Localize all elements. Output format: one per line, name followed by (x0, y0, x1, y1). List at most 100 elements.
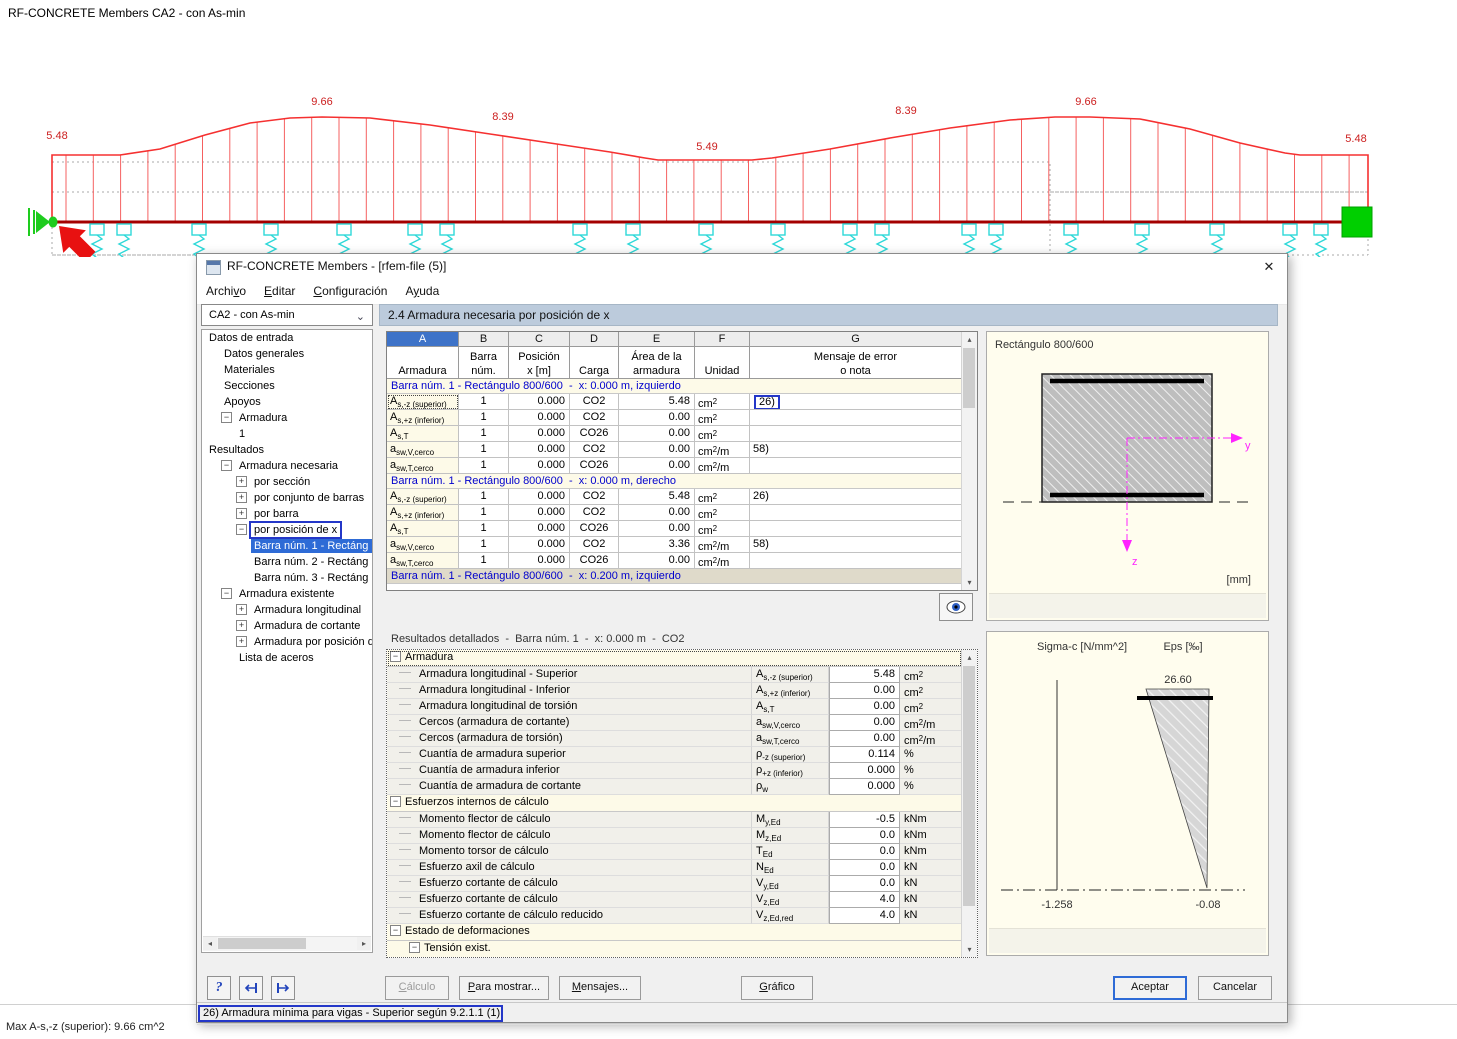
detail-section-row[interactable]: − Estado de deformaciones (387, 924, 962, 941)
table-row[interactable]: As,T 1 0.000 CO26 0.00 cm2 (387, 521, 962, 537)
table-cell[interactable]: CO2 (570, 442, 619, 458)
table-cell-armadura[interactable]: As,T (387, 426, 459, 442)
table-cell[interactable]: 0.000 (509, 410, 570, 426)
table-cell[interactable]: cm2/m (695, 553, 750, 569)
table-cell[interactable]: CO26 (570, 458, 619, 474)
detail-row[interactable]: Cercos (armadura de torsión) asw,T,cerco 0… (387, 731, 962, 747)
table-cell[interactable]: 0.00 (619, 426, 695, 442)
table-cell[interactable]: 0.00 (619, 442, 695, 458)
tree-item-por-secci-n[interactable]: + por sección (202, 474, 372, 490)
table-cell[interactable]: CO26 (570, 426, 619, 442)
table-row[interactable]: As,+z (inferior) 1 0.000 CO2 0.00 cm2 (387, 410, 962, 426)
table-cell-armadura[interactable]: asw,T,cerco (387, 553, 459, 569)
table-vertical-scrollbar[interactable]: ▴ ▾ (961, 332, 977, 590)
table-cell[interactable]: cm2 (695, 505, 750, 521)
table-cell[interactable]: cm2 (695, 521, 750, 537)
table-cell[interactable]: 1 (459, 442, 509, 458)
table-cell[interactable]: CO2 (570, 394, 619, 410)
dialog-titlebar[interactable]: RF-CONCRETE Members - [rfem-file (5)] ✕ (197, 254, 1287, 281)
tree-item-por-conjunto-de-barras[interactable]: + por conjunto de barras (202, 490, 372, 506)
table-cell[interactable]: 1 (459, 394, 509, 410)
table-cell[interactable]: 58) (750, 442, 962, 458)
menu-item-ayuda[interactable]: Ayuda (405, 284, 440, 298)
table-cell[interactable]: 1 (459, 410, 509, 426)
table-cell[interactable]: cm2 (695, 426, 750, 442)
scroll-right-icon[interactable]: ▸ (357, 937, 371, 950)
column-header-c[interactable]: C (509, 332, 570, 347)
detail-row[interactable]: Esfuerzo cortante de cálculo Vz,Ed 4.0 kN (387, 892, 962, 908)
expand-icon[interactable]: + (236, 508, 247, 519)
grafico-button[interactable]: Gráfico (741, 976, 813, 1000)
table-group-row[interactable]: Barra núm. 1 - Rectángulo 800/600 - x: 0… (387, 379, 962, 394)
table-cell-armadura[interactable]: asw,V,cerco (387, 442, 459, 458)
table-group-row[interactable]: Barra núm. 1 - Rectángulo 800/600 - x: 0… (387, 474, 962, 489)
table-cell[interactable]: 0.000 (509, 521, 570, 537)
table-cell[interactable]: CO26 (570, 553, 619, 569)
table-cell[interactable]: 3.36 (619, 537, 695, 553)
table-cell[interactable]: 1 (459, 521, 509, 537)
column-header-a[interactable]: A (387, 332, 459, 347)
show-result-button[interactable] (939, 593, 973, 621)
table-cell[interactable]: 5.48 (619, 489, 695, 505)
tree-item-armadura-por-posici-n-de-x[interactable]: + Armadura por posición de x (202, 634, 372, 650)
tree-item-lista-de-aceros[interactable]: Lista de aceros (202, 650, 372, 666)
tree-item-barra-n-m-1-rect-ng[interactable]: Barra núm. 1 - Rectáng (202, 538, 372, 554)
expand-icon[interactable]: + (236, 636, 247, 647)
scroll-down-icon[interactable]: ▾ (967, 945, 972, 954)
detail-vertical-scrollbar[interactable]: ▴ ▾ (961, 650, 977, 957)
tree-horizontal-scrollbar[interactable]: ◂ ▸ (203, 936, 371, 951)
spring-support-icon[interactable] (88, 223, 106, 257)
table-cell[interactable]: 5.48 (619, 394, 695, 410)
tree-item-secciones[interactable]: Secciones (202, 378, 372, 394)
para-mostrar-button[interactable]: Para mostrar... (459, 976, 549, 1000)
table-cell[interactable]: 0.000 (509, 442, 570, 458)
table-cell[interactable]: cm2/m (695, 442, 750, 458)
expand-icon[interactable]: + (236, 604, 247, 615)
tree-item-armadura-de-cortante[interactable]: + Armadura de cortante (202, 618, 372, 634)
column-header-f[interactable]: F (695, 332, 750, 347)
table-cell[interactable]: 0.000 (509, 394, 570, 410)
spring-support-icon[interactable] (190, 223, 208, 257)
table-row[interactable]: As,-z (superior) 1 0.000 CO2 5.48 cm2 26) (387, 489, 962, 505)
table-cell[interactable]: 58) (750, 537, 962, 553)
table-cell[interactable]: 26) (750, 394, 962, 410)
table-cell[interactable]: 0.00 (619, 458, 695, 474)
detail-row[interactable]: Armadura longitudinal - Superior As,-z (s… (387, 667, 962, 683)
detail-row[interactable]: Cercos (armadura de cortante) asw,V,cerco… (387, 715, 962, 731)
scrollbar-thumb[interactable] (963, 348, 975, 408)
jump-previous-table-button[interactable] (239, 976, 263, 1000)
tree-item-armadura-necesaria[interactable]: − Armadura necesaria (202, 458, 372, 474)
spring-support-icon[interactable] (115, 223, 133, 257)
tree-item-armadura-longitudinal[interactable]: + Armadura longitudinal (202, 602, 372, 618)
table-cell[interactable]: 0.000 (509, 553, 570, 569)
close-icon[interactable]: ✕ (1263, 259, 1275, 274)
tree-item-datos-generales[interactable]: Datos generales (202, 346, 372, 362)
column-header-e[interactable]: E (619, 332, 695, 347)
table-cell-armadura[interactable]: asw,T,cerco (387, 458, 459, 474)
help-button[interactable]: ? (207, 976, 231, 1000)
table-cell[interactable]: 0.00 (619, 410, 695, 426)
tree-item-barra-n-m-2-rect-ng[interactable]: Barra núm. 2 - Rectáng (202, 554, 372, 570)
column-header-d[interactable]: D (570, 332, 619, 347)
table-row[interactable]: As,T 1 0.000 CO26 0.00 cm2 (387, 426, 962, 442)
table-cell[interactable]: CO2 (570, 537, 619, 553)
aceptar-button[interactable]: Aceptar (1113, 976, 1187, 1000)
detail-row[interactable]: Armadura longitudinal - Inferior As,+z (i… (387, 683, 962, 699)
calculo-button[interactable]: Cálculo (385, 976, 449, 1000)
scroll-down-icon[interactable]: ▾ (967, 578, 972, 587)
table-cell[interactable]: 1 (459, 489, 509, 505)
collapse-icon[interactable]: − (390, 796, 401, 807)
tree-item-materiales[interactable]: Materiales (202, 362, 372, 378)
table-cell-armadura[interactable]: As,-z (superior) (387, 394, 459, 410)
table-cell[interactable]: cm2/m (695, 537, 750, 553)
table-cell-armadura[interactable]: As,-z (superior) (387, 489, 459, 505)
detail-section-row[interactable]: − Tensión exist. (387, 941, 962, 957)
table-row[interactable]: asw,V,cerco 1 0.000 CO2 0.00 cm2/m 58) (387, 442, 962, 458)
table-cell[interactable]: 1 (459, 426, 509, 442)
tree-item-apoyos[interactable]: Apoyos (202, 394, 372, 410)
table-row[interactable]: asw,V,cerco 1 0.000 CO2 3.36 cm2/m 58) (387, 537, 962, 553)
detail-row[interactable]: Esfuerzo axil de cálculo NEd 0.0 kN (387, 860, 962, 876)
table-cell[interactable]: CO2 (570, 410, 619, 426)
table-cell[interactable]: 26) (750, 489, 962, 505)
expand-icon[interactable]: + (236, 476, 247, 487)
